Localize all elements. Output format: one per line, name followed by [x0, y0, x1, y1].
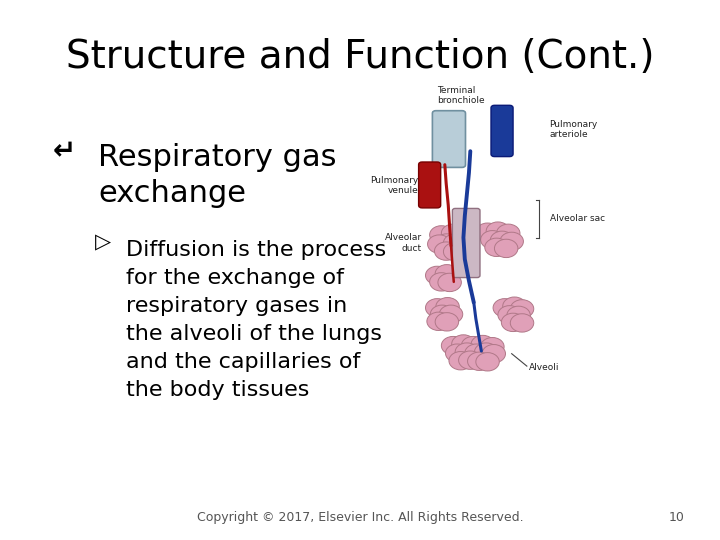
Circle shape — [430, 226, 453, 244]
FancyBboxPatch shape — [452, 208, 480, 278]
FancyBboxPatch shape — [418, 162, 441, 208]
Circle shape — [465, 344, 488, 362]
Circle shape — [459, 351, 482, 369]
Circle shape — [495, 239, 518, 258]
Circle shape — [485, 238, 508, 256]
Circle shape — [497, 224, 520, 242]
Circle shape — [435, 313, 459, 331]
Circle shape — [436, 298, 459, 316]
Circle shape — [490, 231, 514, 249]
Text: Copyright © 2017, Elsevier Inc. All Rights Reserved.: Copyright © 2017, Elsevier Inc. All Righ… — [197, 511, 523, 524]
Circle shape — [476, 223, 499, 241]
Text: Structure and Function (Cont.): Structure and Function (Cont.) — [66, 38, 654, 76]
Circle shape — [455, 343, 479, 361]
Circle shape — [439, 305, 463, 323]
Text: Respiratory gas
exchange: Respiratory gas exchange — [98, 143, 336, 208]
FancyBboxPatch shape — [433, 111, 466, 167]
Text: Pulmonary
venule: Pulmonary venule — [370, 176, 418, 195]
Circle shape — [481, 338, 504, 356]
Circle shape — [431, 305, 454, 323]
Circle shape — [510, 314, 534, 332]
Circle shape — [476, 353, 499, 371]
Circle shape — [427, 312, 450, 330]
Circle shape — [474, 343, 498, 361]
Circle shape — [498, 306, 521, 324]
FancyBboxPatch shape — [491, 105, 513, 157]
Circle shape — [486, 222, 510, 240]
Text: Alveolar
duct: Alveolar duct — [385, 233, 422, 253]
Circle shape — [441, 224, 465, 242]
Circle shape — [435, 265, 459, 283]
Text: Diffusion is the process
for the exchange of
respiratory gases in
the alveoli of: Diffusion is the process for the exchang… — [125, 240, 386, 400]
Text: Terminal
bronchiole: Terminal bronchiole — [437, 86, 485, 105]
Circle shape — [444, 234, 467, 252]
Circle shape — [510, 300, 534, 318]
Circle shape — [501, 313, 525, 332]
Circle shape — [500, 232, 523, 251]
Circle shape — [446, 344, 469, 362]
Text: Alveoli: Alveoli — [529, 363, 559, 372]
Text: 10: 10 — [668, 511, 684, 524]
Circle shape — [444, 242, 467, 261]
Text: ▷: ▷ — [94, 232, 111, 252]
Circle shape — [482, 345, 505, 363]
Circle shape — [428, 235, 451, 253]
Circle shape — [435, 234, 459, 252]
Circle shape — [426, 299, 449, 317]
Circle shape — [467, 352, 491, 370]
Circle shape — [430, 273, 453, 291]
Circle shape — [449, 352, 472, 370]
Circle shape — [471, 335, 495, 354]
Circle shape — [441, 336, 465, 355]
Text: Alveolar sac: Alveolar sac — [549, 214, 605, 223]
Circle shape — [434, 242, 458, 260]
Circle shape — [438, 273, 462, 292]
Circle shape — [503, 297, 526, 315]
Text: ↵: ↵ — [53, 138, 76, 166]
Text: Pulmonary
arteriole: Pulmonary arteriole — [549, 120, 598, 139]
Circle shape — [462, 336, 485, 355]
Circle shape — [481, 231, 504, 249]
Circle shape — [507, 306, 531, 325]
Circle shape — [451, 335, 475, 353]
Circle shape — [426, 266, 449, 285]
Circle shape — [493, 299, 516, 317]
